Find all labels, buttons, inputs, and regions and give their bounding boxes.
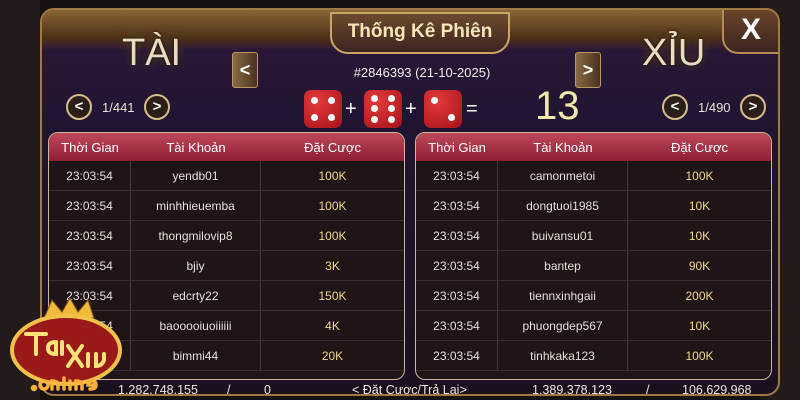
row-bet: 100K (318, 168, 347, 183)
table-row: 23:03:54 phuongdep567 10K (416, 311, 771, 341)
dice-total: 13 (535, 84, 580, 128)
row-bet: 3K (325, 258, 340, 273)
row-bet: 100K (318, 228, 347, 243)
table-row: 23:03:54 tiennxinhgaii 200K (416, 281, 771, 311)
table-row: 23:03:54 minhhieuemba 100K (49, 191, 404, 221)
dice-2-icon (364, 90, 402, 128)
row-account: bantep (498, 251, 628, 280)
xiu-total-bet: 1,389,378,123 (532, 383, 612, 396)
row-time: 23:03:54 (416, 341, 498, 370)
plus-sign: + (345, 98, 357, 120)
row-bet: 150K (318, 288, 347, 303)
row-account: yendb01 (131, 161, 261, 190)
row-account: tinhkaka123 (498, 341, 628, 370)
row-bet: 10K (688, 198, 711, 213)
row-account: edcrty22 (131, 281, 261, 310)
footer-label: < Đặt Cược/Trả Lại> (352, 383, 467, 396)
next-session-button[interactable]: > (575, 52, 601, 88)
row-bet: 100K (685, 168, 714, 183)
tai-label: TÀI (122, 32, 182, 74)
row-time: 23:03:54 (416, 311, 498, 340)
row-account: buivansu01 (498, 221, 628, 250)
row-account: dongtuoi1985 (498, 191, 628, 220)
dice-1-icon (304, 90, 342, 128)
equals-sign: = (466, 98, 478, 120)
row-time: 23:03:54 (49, 251, 131, 280)
row-account: phuongdep567 (498, 311, 628, 340)
xiu-prev-page-button[interactable]: < (662, 94, 688, 120)
table-row: 23:03:54 camonmetoi 100K (416, 161, 771, 191)
session-id: #2846393 (21-10-2025) (353, 65, 491, 80)
table-header: Thời Gian Tài Khoản Đặt Cược (416, 133, 771, 161)
session-stats-dialog: Thống Kê Phiên X TÀI XỈU < > < 1/441 > <… (40, 8, 780, 396)
row-account: bimmi44 (131, 341, 261, 370)
row-time: 23:03:54 (416, 161, 498, 190)
column-time: Thời Gian (428, 139, 486, 155)
tai-page-indicator: 1/441 (102, 100, 135, 115)
tai-total-refund: 0 (264, 383, 271, 396)
column-account: Tài Khoản (166, 139, 226, 155)
column-bet: Đặt Cược (671, 139, 728, 155)
row-bet: 10K (688, 318, 711, 333)
table-row: 23:03:54 bantep 90K (416, 251, 771, 281)
row-time: 23:03:54 (416, 251, 498, 280)
row-time: 23:03:54 (49, 221, 131, 250)
row-account: bjiy (131, 251, 261, 280)
column-account: Tài Khoản (533, 139, 593, 155)
prev-session-button[interactable]: < (232, 52, 258, 88)
slash: / (646, 383, 650, 396)
row-time: 23:03:54 (416, 221, 498, 250)
row-account: minhhieuemba (131, 191, 261, 220)
row-time: 23:03:54 (416, 281, 498, 310)
row-time: 23:03:54 (49, 191, 131, 220)
table-row: 23:03:54 thongmilovip8 100K (49, 221, 404, 251)
row-bet: 100K (685, 348, 714, 363)
row-account: camonmetoi (498, 161, 628, 190)
column-bet: Đặt Cược (304, 139, 361, 155)
slash: / (227, 383, 231, 396)
row-account: baooooiuoiiiiii (131, 311, 261, 340)
row-bet: 90K (688, 258, 711, 273)
xiu-page-indicator: 1/490 (698, 100, 731, 115)
row-account: thongmilovip8 (131, 221, 261, 250)
column-time: Thời Gian (61, 139, 119, 155)
dice-3-icon (424, 90, 462, 128)
table-row: 23:03:54 buivansu01 10K (416, 221, 771, 251)
xiu-label: XỈU (642, 32, 706, 74)
row-bet: 100K (318, 198, 347, 213)
row-account: tiennxinhgaii (498, 281, 628, 310)
xiu-next-page-button[interactable]: > (740, 94, 766, 120)
row-time: 23:03:54 (49, 161, 131, 190)
tai-prev-page-button[interactable]: < (66, 94, 92, 120)
table-row: 23:03:54 tinhkaka123 100K (416, 341, 771, 371)
close-button[interactable]: X (722, 10, 778, 54)
table-row: 23:03:54 yendb01 100K (49, 161, 404, 191)
xiu-bets-table: Thời Gian Tài Khoản Đặt Cược 23:03:54 cam… (415, 132, 772, 380)
row-bet: 10K (688, 228, 711, 243)
xiu-total-refund: 106,629,968 (682, 383, 752, 396)
row-time: 23:03:54 (49, 281, 131, 310)
row-bet: 200K (685, 288, 714, 303)
tai-total-bet: 1,282,748,155 (118, 383, 198, 396)
table-row: 23:03:54 bjiy 3K (49, 251, 404, 281)
table-row: 23:03:54 dongtuoi1985 10K (416, 191, 771, 221)
taixiu-online-logo (10, 298, 122, 392)
tai-next-page-button[interactable]: > (144, 94, 170, 120)
plus-sign: + (405, 98, 417, 120)
dialog-title: Thống Kê Phiên (330, 12, 510, 54)
row-bet: 4K (325, 318, 340, 333)
table-row: 23:03:54 edcrty22 150K (49, 281, 404, 311)
row-bet: 20K (321, 348, 344, 363)
table-header: Thời Gian Tài Khoản Đặt Cược (49, 133, 404, 161)
row-time: 23:03:54 (416, 191, 498, 220)
